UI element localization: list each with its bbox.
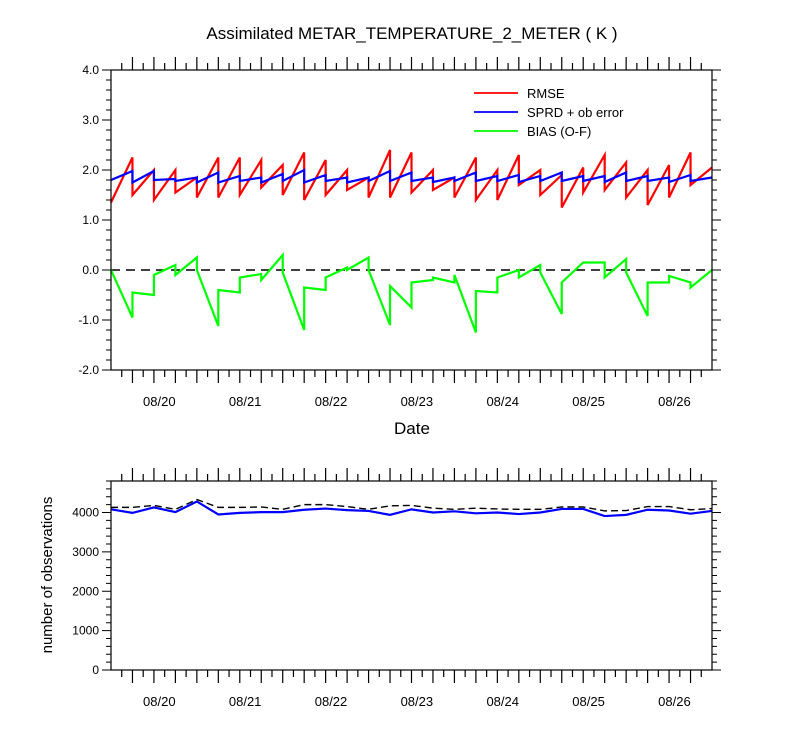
top-y-tick-label: 1.0 <box>82 213 99 227</box>
bottom-plot-frame <box>110 480 713 671</box>
bottom-y-tick-label: 0 <box>92 663 99 677</box>
top-chart: Assimilated METAR_TEMPERATURE_2_METER ( … <box>78 24 721 438</box>
top-y-tick-label: 0.0 <box>82 263 99 277</box>
bottom-y-tick-label: 2000 <box>72 584 99 598</box>
bottom-series-group <box>110 498 713 518</box>
bottom-x-tick-label: 08/24 <box>486 694 519 709</box>
top-x-tick-label: 08/26 <box>658 394 691 409</box>
bottom-tick-marks: 08/20 08/21 08/22 08/23 08/24 08/25 08/26 4000 3… <box>72 468 721 709</box>
legend-label-bias-o-f: BIAS (O-F) <box>527 124 591 139</box>
bottom-chart: 08/20 08/21 08/22 08/23 08/24 08/25 08/26 4000 3… <box>39 468 721 709</box>
top-y-tick-label: -2.0 <box>78 363 99 377</box>
top-x-tick-label: 08/24 <box>486 394 519 409</box>
top-plot-frame <box>110 69 713 371</box>
top-y-tick-label: 3.0 <box>82 113 99 127</box>
top-y-tick-label: -1.0 <box>78 313 99 327</box>
bottom-x-tick-label: 08/23 <box>401 694 434 709</box>
chart-title: Assimilated METAR_TEMPERATURE_2_METER ( … <box>206 24 617 43</box>
bottom-x-tick-label: 08/25 <box>572 694 605 709</box>
series-sprd-ob-error-line <box>110 168 713 185</box>
top-series-group <box>109 149 713 333</box>
series-obs-assimilated-line <box>110 500 713 518</box>
bottom-y-tick-label: 3000 <box>72 545 99 559</box>
series-obs-possible-line <box>111 498 713 512</box>
top-y-tick-label: 2.0 <box>82 163 99 177</box>
bottom-x-tick-label: 08/20 <box>143 694 176 709</box>
series-bias-o-f-line <box>109 252 713 333</box>
bottom-x-tick-label: 08/22 <box>315 694 348 709</box>
top-x-tick-label: 08/22 <box>315 394 348 409</box>
bottom-x-tick-label: 08/21 <box>229 694 262 709</box>
top-y-tick-label: 4.0 <box>82 63 99 77</box>
top-x-tick-label: 08/25 <box>572 394 605 409</box>
top-x-tick-label: 08/21 <box>229 394 262 409</box>
legend-label-rmse: RMSE <box>527 86 565 101</box>
bottom-x-tick-label: 08/26 <box>658 694 691 709</box>
top-x-tick-label: 08/23 <box>401 394 434 409</box>
legend: RMSE SPRD + ob error BIAS (O-F) <box>474 86 624 139</box>
top-x-tick-label: 08/20 <box>143 394 176 409</box>
legend-label-sprd-ob-error: SPRD + ob error <box>527 105 624 120</box>
top-tick-marks: 08/20 08/21 08/22 08/23 08/24 08/25 08/26 4.0 3.… <box>78 57 721 409</box>
bottom-y-tick-label: 4000 <box>72 506 99 520</box>
y-axis-label: number of observations <box>39 497 56 654</box>
x-axis-label: Date <box>394 419 430 438</box>
bottom-y-tick-label: 1000 <box>72 624 99 638</box>
